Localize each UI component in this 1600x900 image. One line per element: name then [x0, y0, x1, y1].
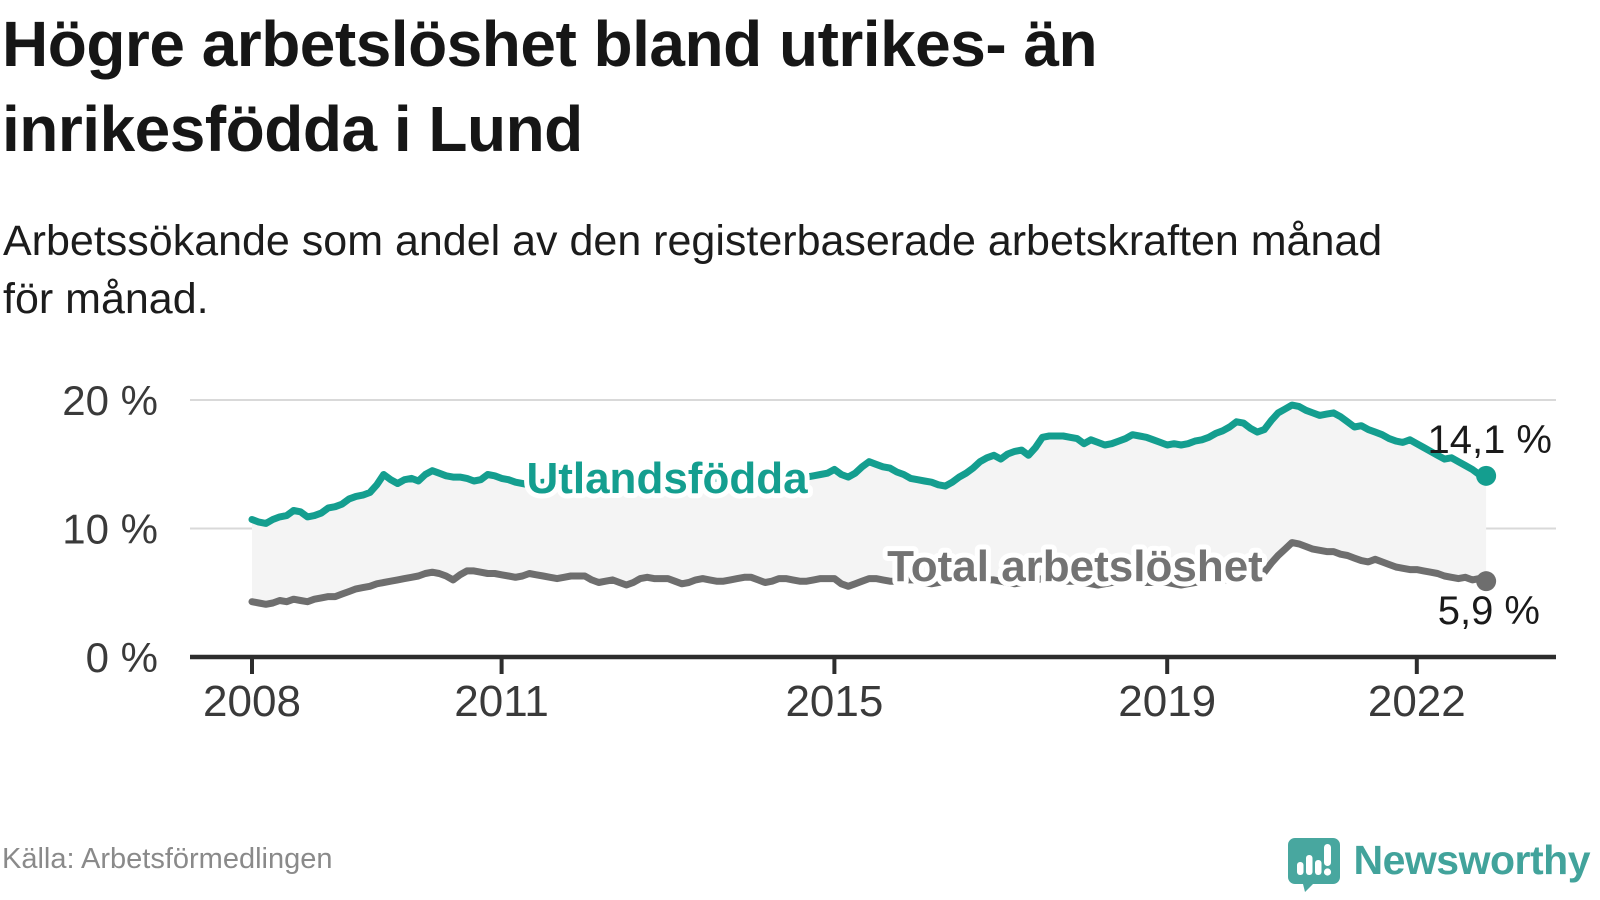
page-title-line1: Högre arbetslöshet bland utrikes- än: [2, 8, 1098, 80]
page-subtitle-line2: för månad.: [3, 275, 209, 323]
x-tick-label-2022: 2022: [1368, 677, 1466, 726]
line-total-arbetsloshet: [248, 539, 1490, 608]
series-label-total-arbetsloshet: Total arbetslöshet: [887, 542, 1263, 591]
end-label-utlandsfodda: 14,1 %: [1427, 418, 1552, 462]
y-tick-label-20: 20 %: [62, 377, 158, 424]
exclamation-bar: [1323, 844, 1331, 866]
end-label-total: 5,9 %: [1438, 589, 1540, 633]
bar-1: [1296, 862, 1303, 875]
page-title-line2: inrikesfödda i Lund: [2, 93, 583, 165]
newsworthy-wordmark: Newsworthy: [1353, 836, 1591, 883]
line-utlandsfodda: [248, 401, 1490, 527]
end-dot-utlandsfodda: [1476, 465, 1497, 486]
speech-bubble-shape: [1287, 838, 1340, 892]
newsworthy-brand: Newsworthy: [1287, 828, 1591, 892]
x-tick-label-2019: 2019: [1118, 677, 1216, 726]
end-dot-total: [1476, 571, 1497, 592]
page-title: Högre arbetslöshet bland utrikes- än inr…: [2, 2, 1422, 172]
between-series-band: [252, 405, 1487, 605]
bar-2: [1305, 855, 1312, 875]
page-subtitle: Arbetssökande som andel av den registerb…: [3, 212, 1548, 328]
y-tick-label-0: 0 %: [86, 634, 158, 681]
page-subtitle-line1: Arbetssökande som andel av den registerb…: [3, 217, 1383, 265]
series-label-utlandsfodda: Utlandsfödda: [526, 454, 808, 503]
bar-3: [1314, 860, 1321, 875]
exclamation-dot: [1323, 868, 1331, 876]
y-tick-label-10: 10 %: [62, 506, 158, 553]
x-tick-label-2008: 2008: [203, 677, 301, 726]
x-tick-label-2015: 2015: [785, 677, 883, 726]
x-tick-label-2011: 2011: [454, 677, 549, 726]
newsworthy-logo-icon: [1287, 838, 1340, 892]
source-note: Källa: Arbetsförmedlingen: [2, 843, 333, 875]
